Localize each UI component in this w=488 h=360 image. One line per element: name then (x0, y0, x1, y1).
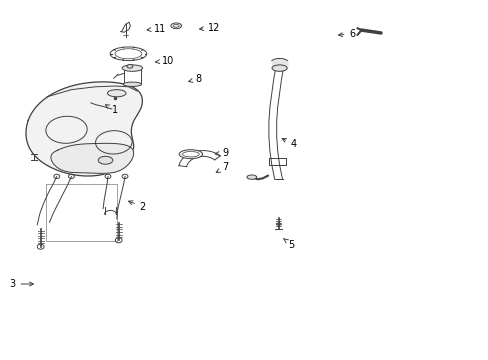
Ellipse shape (123, 82, 142, 86)
Text: 3: 3 (9, 279, 33, 289)
Ellipse shape (271, 65, 286, 71)
Text: 6: 6 (338, 29, 355, 39)
Text: 9: 9 (215, 148, 228, 158)
Text: 11: 11 (147, 24, 166, 34)
Text: 1: 1 (105, 105, 118, 115)
Ellipse shape (170, 23, 181, 29)
Text: 10: 10 (155, 56, 174, 66)
Text: 8: 8 (188, 74, 202, 84)
Text: 4: 4 (282, 139, 296, 149)
Text: 7: 7 (216, 162, 228, 172)
Ellipse shape (182, 152, 199, 157)
Text: 12: 12 (199, 23, 220, 33)
Polygon shape (26, 82, 142, 176)
Text: 5: 5 (283, 238, 294, 249)
Ellipse shape (122, 65, 142, 71)
Polygon shape (51, 143, 133, 174)
Ellipse shape (98, 156, 113, 164)
Ellipse shape (107, 90, 126, 97)
Text: 2: 2 (128, 201, 145, 212)
Ellipse shape (246, 175, 256, 179)
Ellipse shape (127, 64, 133, 68)
Ellipse shape (179, 150, 202, 159)
